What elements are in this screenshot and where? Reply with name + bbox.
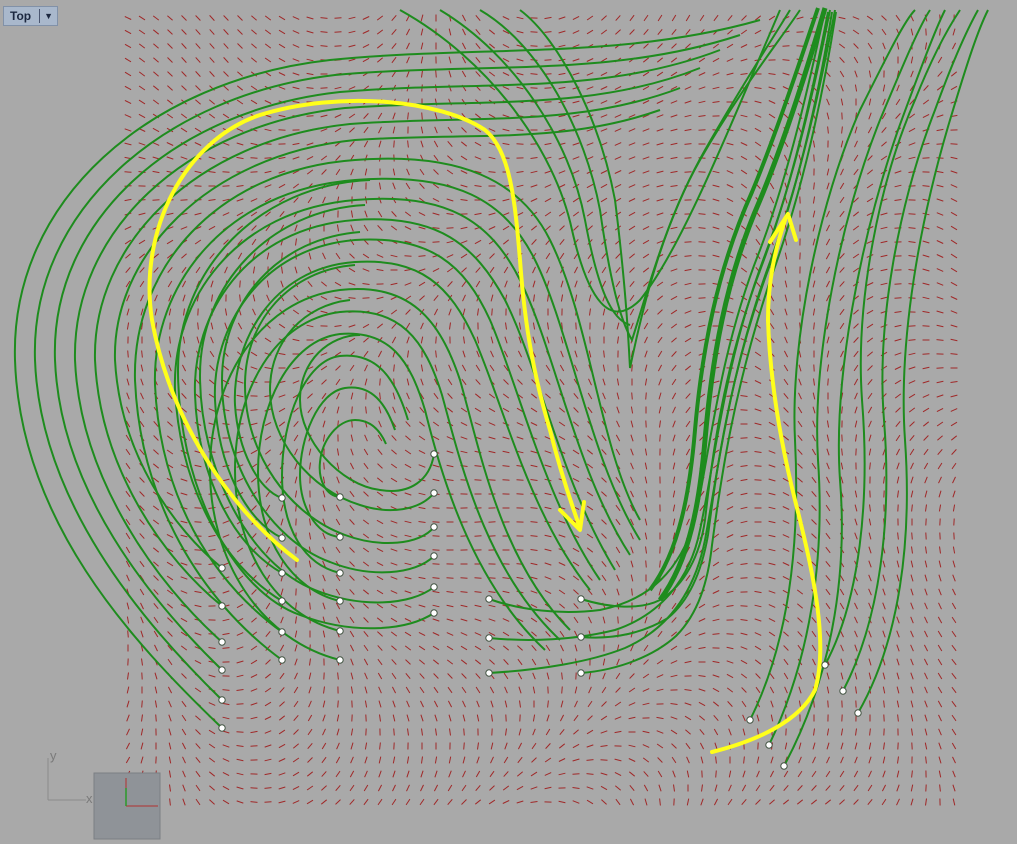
axis-indicator: y x bbox=[47, 748, 161, 840]
streamline bbox=[33, 34, 741, 701]
seed-points bbox=[218, 450, 862, 770]
seed-point bbox=[485, 669, 493, 677]
streamline bbox=[488, 9, 831, 641]
streamline bbox=[783, 9, 946, 767]
seed-point bbox=[485, 595, 493, 603]
seed-point bbox=[577, 595, 585, 603]
seed-point bbox=[430, 583, 438, 591]
seed-point bbox=[854, 709, 862, 717]
streamline bbox=[768, 9, 931, 746]
streamline bbox=[233, 310, 561, 641]
streamline bbox=[176, 179, 435, 630]
highlight-arrow-right bbox=[710, 218, 823, 754]
vector-field-arrows bbox=[124, 14, 958, 806]
streamline bbox=[243, 264, 435, 544]
seed-point bbox=[278, 534, 286, 542]
seed-point bbox=[336, 493, 344, 501]
streamline bbox=[580, 11, 829, 608]
streamline bbox=[439, 9, 631, 326]
seed-point bbox=[336, 597, 344, 605]
x-axis-label: x bbox=[86, 791, 93, 806]
viewport-title-tab[interactable]: Top ▼ bbox=[3, 6, 59, 26]
streamline bbox=[256, 332, 546, 651]
streamline bbox=[53, 49, 721, 671]
seed-point bbox=[821, 661, 829, 669]
streamline bbox=[213, 238, 601, 581]
streamline bbox=[298, 386, 396, 538]
streamline bbox=[842, 9, 979, 692]
streamline bbox=[73, 67, 701, 643]
seed-point bbox=[485, 634, 493, 642]
seed-point bbox=[430, 523, 438, 531]
streamlines bbox=[13, 7, 989, 767]
seed-point bbox=[218, 666, 226, 674]
seed-point bbox=[577, 633, 585, 641]
streamline bbox=[824, 9, 961, 666]
seed-point bbox=[278, 569, 286, 577]
arrowhead bbox=[768, 212, 798, 244]
arrowhead bbox=[558, 500, 586, 532]
seed-point bbox=[218, 724, 226, 732]
seed-point bbox=[430, 450, 438, 458]
streamline bbox=[233, 260, 591, 591]
streamline bbox=[580, 11, 833, 639]
streamline bbox=[657, 7, 828, 602]
streamline bbox=[208, 287, 571, 661]
streamline bbox=[580, 11, 837, 674]
streamline bbox=[133, 157, 641, 661]
seed-point bbox=[765, 741, 773, 749]
streamline bbox=[280, 354, 409, 574]
seed-point bbox=[336, 533, 344, 541]
streamline bbox=[479, 9, 791, 343]
streamline bbox=[220, 231, 435, 574]
streamline bbox=[399, 9, 781, 313]
seed-point bbox=[336, 569, 344, 577]
streamline bbox=[648, 7, 820, 592]
highlight-arrows bbox=[147, 98, 823, 754]
streamline bbox=[857, 9, 989, 714]
seed-point bbox=[430, 489, 438, 497]
seed-point bbox=[746, 716, 754, 724]
streamline bbox=[318, 418, 387, 498]
seed-point bbox=[577, 669, 585, 677]
seed-point bbox=[278, 494, 286, 502]
seed-point bbox=[218, 696, 226, 704]
streamline bbox=[13, 19, 761, 729]
seed-point bbox=[278, 628, 286, 636]
y-axis-label: y bbox=[50, 748, 57, 763]
seed-point bbox=[839, 687, 847, 695]
streamline bbox=[173, 197, 631, 602]
seed-point bbox=[780, 762, 788, 770]
highlight-arrow-left bbox=[147, 98, 582, 562]
streamline bbox=[153, 177, 641, 633]
seed-point bbox=[430, 552, 438, 560]
seed-point bbox=[278, 597, 286, 605]
seed-point bbox=[336, 627, 344, 635]
chevron-down-icon[interactable]: ▼ bbox=[44, 10, 54, 21]
tab-divider bbox=[39, 9, 41, 23]
seed-point bbox=[218, 638, 226, 646]
streamline bbox=[298, 334, 435, 492]
streamline bbox=[749, 9, 916, 721]
seed-point bbox=[278, 656, 286, 664]
seed-point bbox=[336, 656, 344, 664]
streamline bbox=[519, 9, 801, 369]
seed-point bbox=[218, 564, 226, 572]
seed-point bbox=[430, 609, 438, 617]
streamline bbox=[113, 109, 661, 569]
seed-point bbox=[218, 602, 226, 610]
streamline bbox=[268, 299, 435, 512]
viewport-name: Top bbox=[10, 9, 32, 23]
